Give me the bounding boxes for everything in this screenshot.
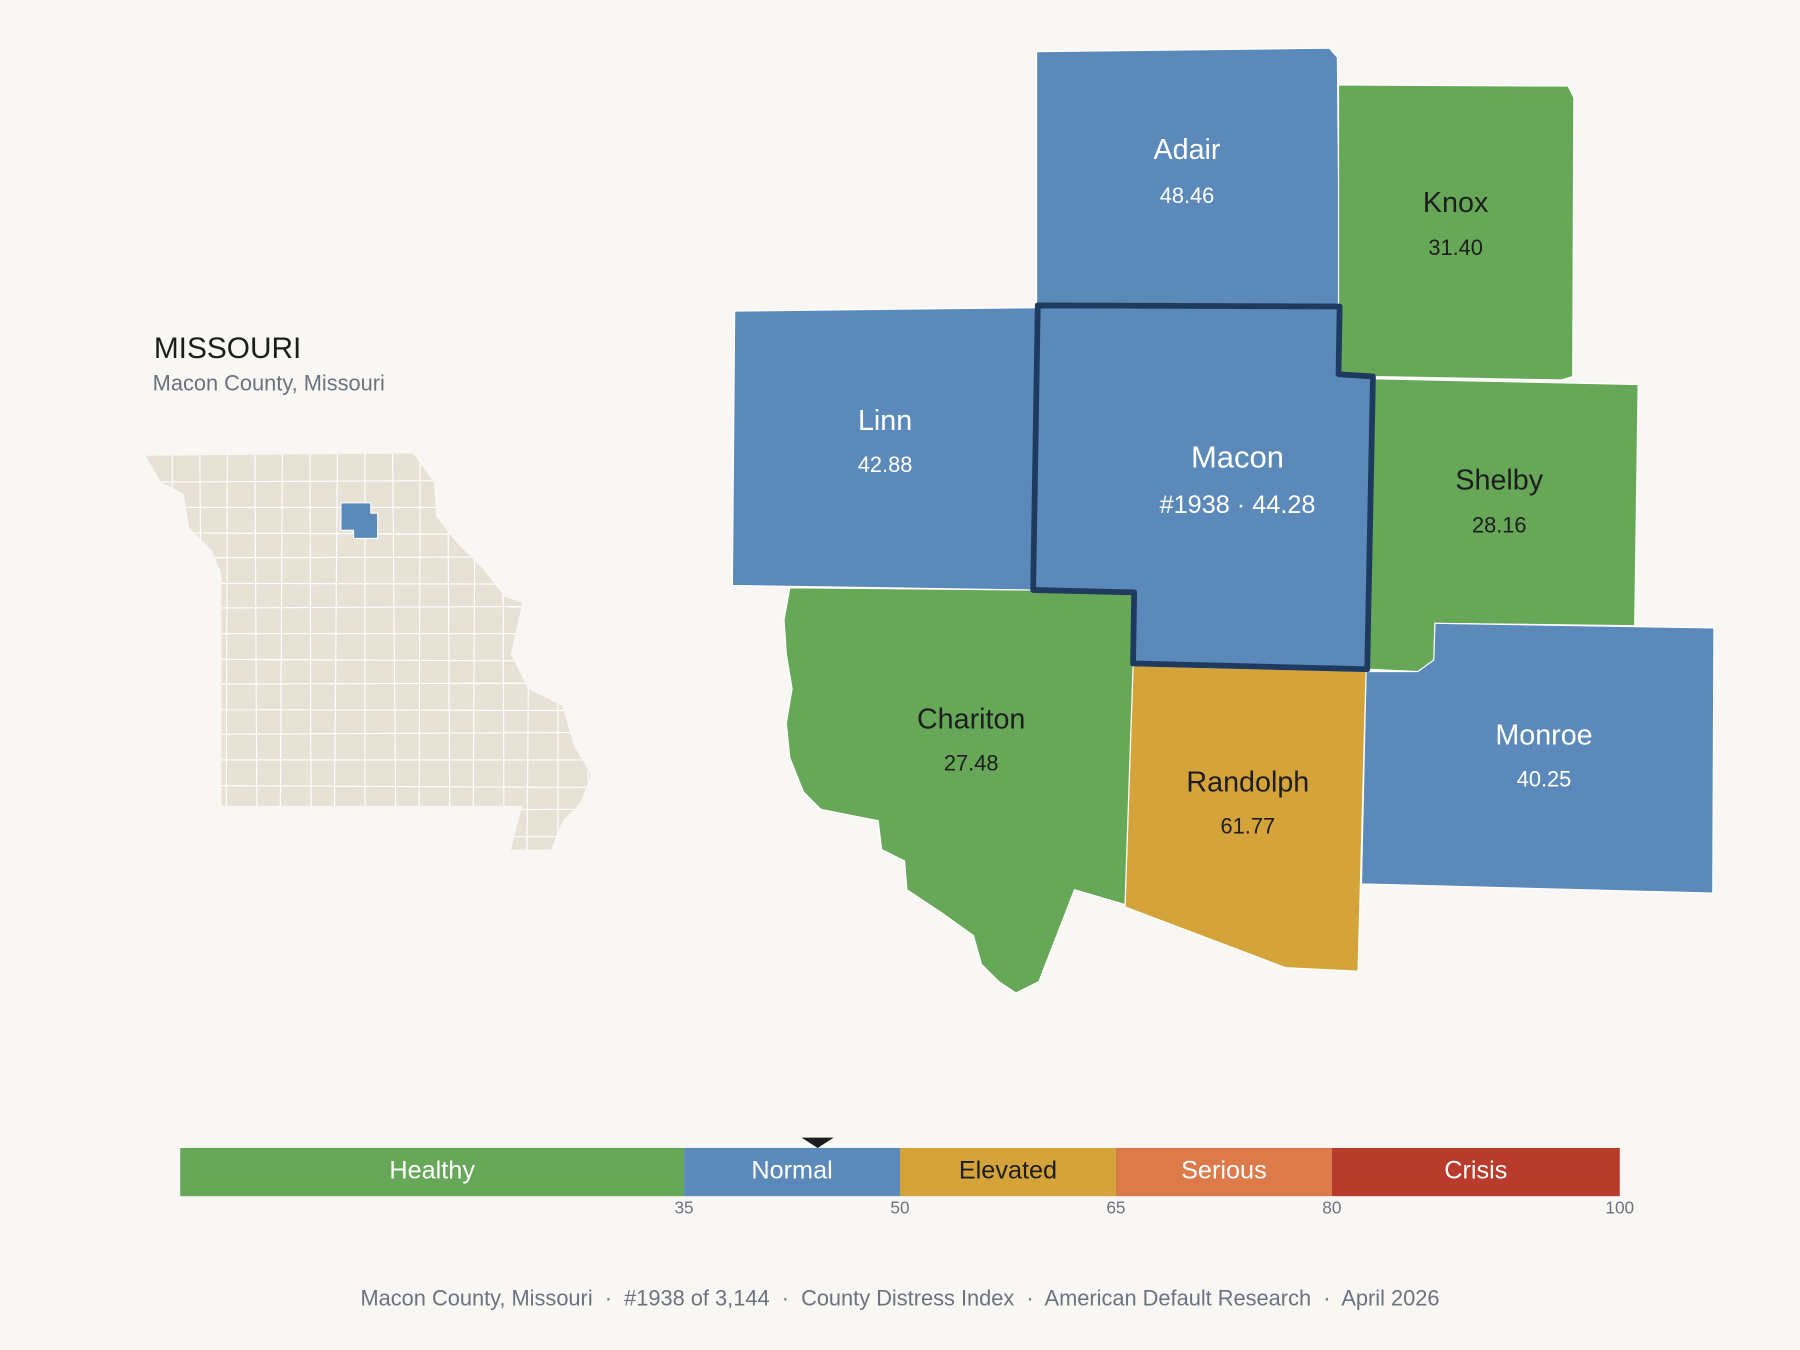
county-labels: Adair 48.46 Knox 31.40 Linn 42.88 Macon … <box>858 134 1593 838</box>
scale-band <box>1331 1147 1620 1197</box>
state-title: MISSOURI <box>154 332 302 365</box>
county-name: Linn <box>858 405 912 437</box>
scale-band <box>900 1147 1116 1197</box>
county-value: 27.48 <box>944 750 999 775</box>
county-value: 40.25 <box>1517 766 1572 791</box>
county-value: #1938 · 44.28 <box>1160 491 1316 519</box>
tick-label: 80 <box>1322 1197 1341 1217</box>
county-name: Monroe <box>1495 720 1592 752</box>
state-subtitle: Macon County, Missouri <box>153 370 385 395</box>
county-name: Shelby <box>1455 465 1543 497</box>
county-border <box>145 556 592 559</box>
county-border <box>279 453 283 850</box>
state-minimap <box>145 453 592 850</box>
highlighted-county <box>340 502 379 539</box>
county-linn[interactable] <box>731 307 1038 591</box>
county-value: 48.46 <box>1160 183 1215 208</box>
county-border <box>145 682 592 685</box>
county-value: 31.40 <box>1428 235 1483 260</box>
county-adair[interactable] <box>1036 47 1341 308</box>
county-value: 28.16 <box>1472 513 1527 538</box>
county-name: Macon <box>1191 439 1284 474</box>
band-label: Serious <box>1181 1157 1267 1185</box>
tick-label: 100 <box>1605 1197 1634 1217</box>
county-border <box>254 453 258 850</box>
county-name: Knox <box>1423 187 1489 219</box>
band-label: Healthy <box>389 1157 475 1185</box>
band-label: Elevated <box>959 1157 1057 1185</box>
tick-label: 50 <box>890 1197 909 1217</box>
county-border <box>145 582 592 585</box>
scale-band <box>684 1147 900 1197</box>
footer: Macon County, Missouri · #1938 of 3,144 … <box>360 1285 1439 1310</box>
score-marker <box>801 1137 834 1148</box>
county-border <box>418 453 421 850</box>
county-border <box>333 453 339 850</box>
county-border <box>392 453 397 850</box>
county-border <box>309 453 312 850</box>
state-outline <box>145 453 592 850</box>
scale-band <box>180 1147 685 1197</box>
county-knox[interactable] <box>1337 84 1575 381</box>
county-map <box>731 47 1715 994</box>
county-value: 42.88 <box>858 452 913 477</box>
county-name: Adair <box>1153 134 1220 166</box>
band-label: Normal <box>751 1157 832 1185</box>
county-value: 61.77 <box>1221 813 1276 838</box>
band-label: Crisis <box>1444 1157 1507 1185</box>
tick-label: 35 <box>674 1197 693 1217</box>
county-macon[interactable] <box>1030 302 1376 673</box>
county-chariton[interactable] <box>783 587 1135 994</box>
county-border <box>225 453 228 850</box>
county-name: Randolph <box>1186 767 1309 799</box>
tick-label: 65 <box>1106 1197 1125 1217</box>
distress-scale: Healthy Normal Elevated Serious Crisis 35 50 65… <box>180 1137 1634 1217</box>
county-name: Chariton <box>917 703 1025 735</box>
scale-band <box>1115 1147 1332 1197</box>
county-border <box>584 453 590 850</box>
